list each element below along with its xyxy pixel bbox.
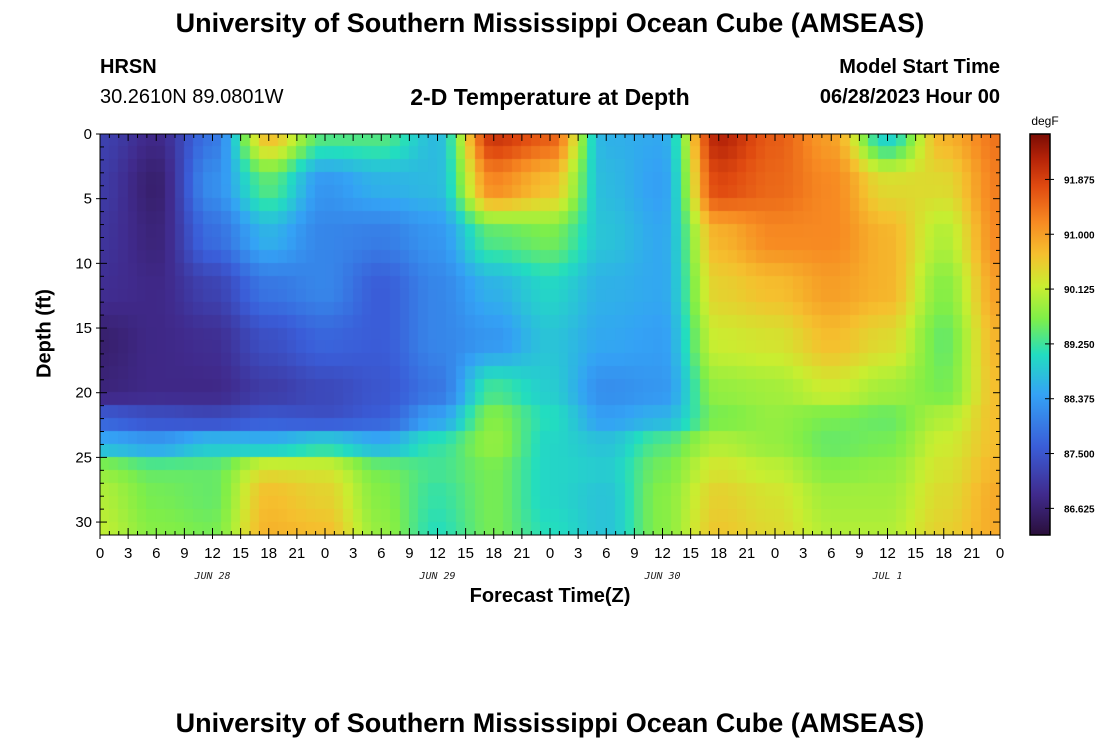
x-tick-label: 6: [602, 545, 610, 562]
station-name: HRSN: [100, 56, 157, 78]
x-tick-label: 21: [289, 545, 306, 562]
x-tick-label: 3: [349, 545, 357, 562]
footer-title: University of Southern Mississippi Ocean…: [175, 708, 925, 738]
colorbar-label: 91.000: [1064, 230, 1095, 241]
x-tick-label: 9: [630, 545, 638, 562]
x-tick-label: 0: [321, 545, 329, 562]
x-tick-label: 18: [935, 545, 952, 562]
y-tick-label: 25: [75, 449, 92, 466]
x-tick-label: 3: [799, 545, 807, 562]
y-axis-label: Depth (ft): [33, 289, 56, 378]
x-tick-label: 0: [96, 545, 104, 562]
model-start-label: Model Start Time: [839, 56, 1000, 78]
x-tick-label: 21: [964, 545, 981, 562]
y-tick-label: 20: [75, 385, 92, 402]
x-tick-label: 6: [377, 545, 385, 562]
colorbar-unit: degF: [1031, 114, 1058, 128]
colorbar-label: 88.375: [1064, 395, 1095, 406]
x-tick-label: 12: [879, 545, 896, 562]
x-tick-label: 18: [485, 545, 502, 562]
x-tick-label: 12: [429, 545, 446, 562]
colorbar-label: 86.625: [1064, 504, 1095, 515]
x-tick-label: 3: [124, 545, 132, 562]
x-tick-label: 18: [710, 545, 727, 562]
date-label: JUN 30: [643, 571, 680, 582]
y-tick-label: 15: [75, 320, 92, 337]
date-label: JUN 29: [418, 571, 455, 582]
x-axis-label: Forecast Time(Z): [469, 585, 631, 607]
x-tick-label: 18: [260, 545, 277, 562]
y-tick-label: 0: [84, 126, 92, 143]
x-tick-label: 9: [855, 545, 863, 562]
x-tick-label: 21: [514, 545, 531, 562]
colorbar-label: 89.250: [1064, 340, 1095, 351]
y-tick-label: 30: [75, 514, 92, 531]
model-start-value: 06/28/2023 Hour 00: [819, 86, 1000, 108]
colorbar-ticks: 86.625 87.500 88.375 89.250 90.125 91.000 91.8…: [1045, 175, 1095, 515]
x-tick-label: 15: [907, 545, 924, 562]
x-tick-label: 15: [232, 545, 249, 562]
x-tick-label: 0: [996, 545, 1004, 562]
x-tick-label: 6: [827, 545, 835, 562]
chart-title: 2-D Temperature at Depth: [410, 84, 690, 110]
x-tick-label: 15: [457, 545, 474, 562]
x-tick-label: 9: [405, 545, 413, 562]
station-coordinates: 30.2610N 89.0801W: [100, 86, 284, 108]
y-tick-label: 5: [84, 191, 92, 208]
colorbar-label: 90.125: [1064, 285, 1095, 296]
x-axis-ticks: 0 3 6 9 12 15 18 21 0 3 6 9 12 15 18 21 0 3 6 9 12 15 18 21 0 3 6 9…: [96, 134, 1004, 562]
x-tick-label: 15: [682, 545, 699, 562]
main-title: University of Southern Mississippi Ocean…: [175, 8, 925, 38]
heatmap-canvas: [100, 134, 1000, 535]
y-tick-label: 10: [75, 255, 92, 272]
x-tick-label: 9: [180, 545, 188, 562]
x-tick-label: 0: [771, 545, 779, 562]
colorbar-label: 87.500: [1064, 450, 1095, 461]
date-label: JUL 1: [871, 571, 902, 582]
x-tick-label: 12: [204, 545, 221, 562]
x-tick-label: 0: [546, 545, 554, 562]
x-tick-label: 6: [152, 545, 160, 562]
heatmap-container: [100, 134, 1000, 535]
y-axis-ticks: 0 5 10 15 20 25 30: [75, 126, 1000, 536]
colorbar: [1029, 133, 1051, 536]
x-tick-label: 12: [654, 545, 671, 562]
x-tick-label: 3: [574, 545, 582, 562]
x-tick-label: 21: [739, 545, 756, 562]
date-labels: JUN 28 JUN 29 JUN 30 JUL 1: [193, 571, 902, 582]
date-label: JUN 28: [193, 571, 230, 582]
colorbar-label: 91.875: [1064, 175, 1095, 186]
